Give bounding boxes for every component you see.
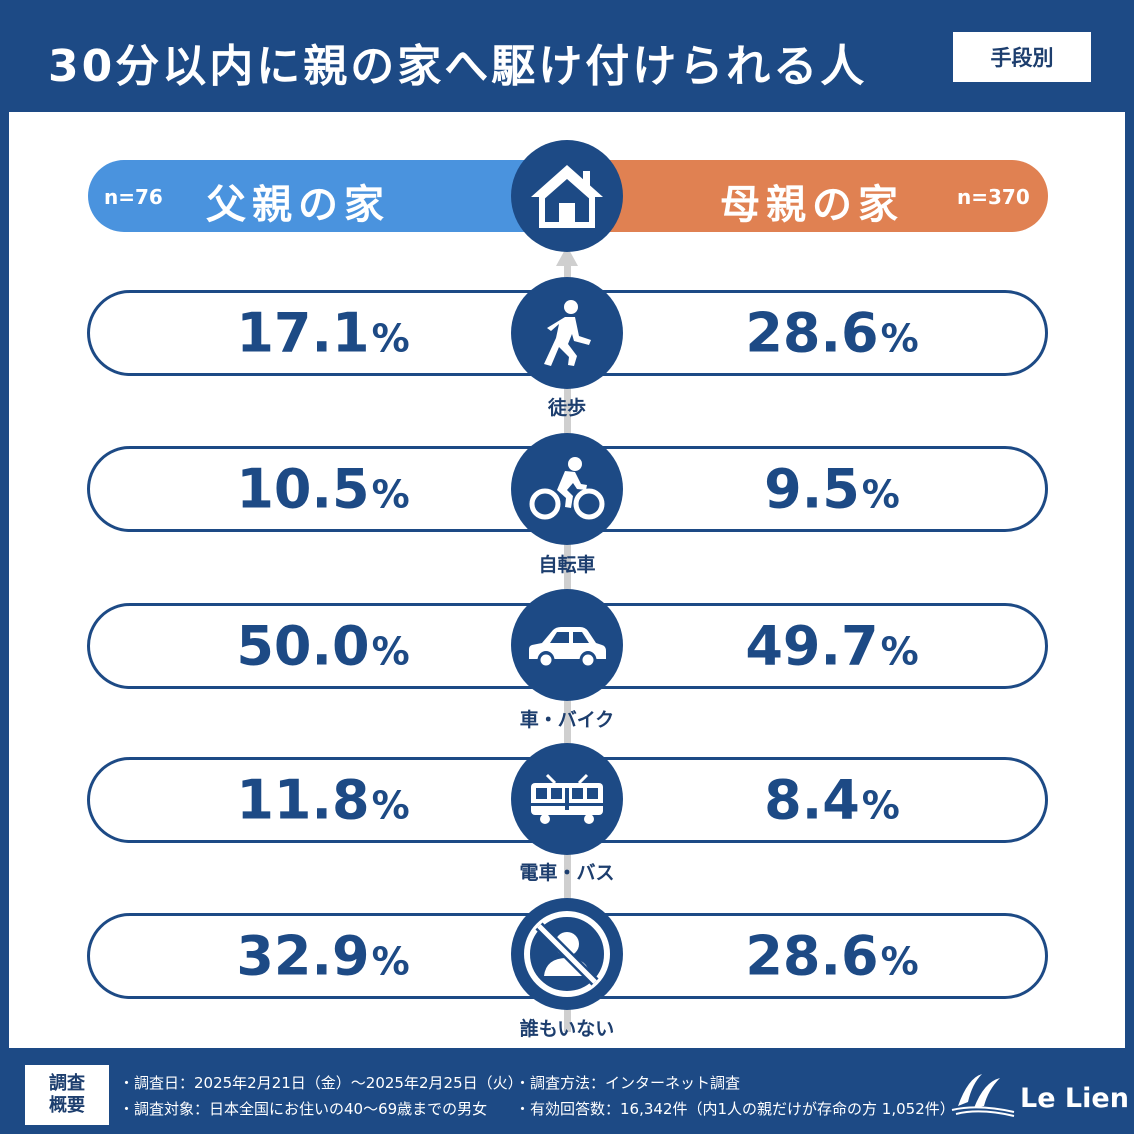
father-sample-size: n=76 <box>104 185 163 209</box>
mother-sample-size: n=370 <box>957 185 1030 209</box>
title-bar: 30分以内に親の家へ駆け付けられる人 手段別 <box>0 0 1134 112</box>
mother-value-walk: 28.6% <box>745 301 919 365</box>
survey-summary-box: 調査 概要 <box>25 1065 109 1125</box>
walking-person-icon <box>511 277 623 389</box>
father-value-train: 11.8% <box>236 768 410 832</box>
mother-value-car: 49.7% <box>745 614 919 678</box>
survey-summary-line2: 概要 <box>49 1095 85 1116</box>
brand-name: Le Lien <box>1020 1083 1129 1114</box>
father-value-nobody: 32.9% <box>236 924 410 988</box>
father-value-walk: 17.1% <box>236 301 410 365</box>
survey-summary-line1: 調査 <box>49 1073 85 1094</box>
father-value-car: 50.0% <box>236 614 410 678</box>
survey-responses: ・有効回答数：16,342件（内1人の親だけが存命の方 1,052件） <box>515 1100 955 1118</box>
mother-header-label: 母親の家 <box>720 182 904 228</box>
category-label-bicycle: 自転車 <box>538 554 596 576</box>
mother-value-bicycle: 9.5% <box>764 457 900 521</box>
no-person-icon <box>511 898 623 1010</box>
category-label-car: 車・バイク <box>519 709 615 731</box>
train-icon <box>511 743 623 855</box>
mother-value-train: 8.4% <box>764 768 900 832</box>
survey-target: ・調査対象：日本全国にお住いの40～69歳までの男女 <box>119 1100 488 1118</box>
le-lien-logo-icon <box>951 1074 1015 1117</box>
survey-date: ・調査日：2025年2月21日（金）～2025年2月25日（火） <box>119 1074 523 1092</box>
father-header-label: 父親の家 <box>206 182 390 228</box>
category-label-train: 電車・バス <box>519 862 615 884</box>
survey-method: ・調査方法：インターネット調査 <box>515 1074 741 1092</box>
father-value-bicycle: 10.5% <box>236 457 410 521</box>
father-header <box>88 160 568 232</box>
title-badge: 手段別 <box>953 32 1091 82</box>
bicycle-rider-icon <box>511 433 623 545</box>
car-icon <box>511 589 623 701</box>
category-label-walk: 徒歩 <box>547 397 586 419</box>
house-icon <box>511 140 623 252</box>
mother-value-nobody: 28.6% <box>745 924 919 988</box>
page-title: 30分以内に親の家へ駆け付けられる人 <box>48 41 868 92</box>
category-label-nobody: 誰もいない <box>519 1018 615 1040</box>
mother-header <box>566 160 1048 232</box>
